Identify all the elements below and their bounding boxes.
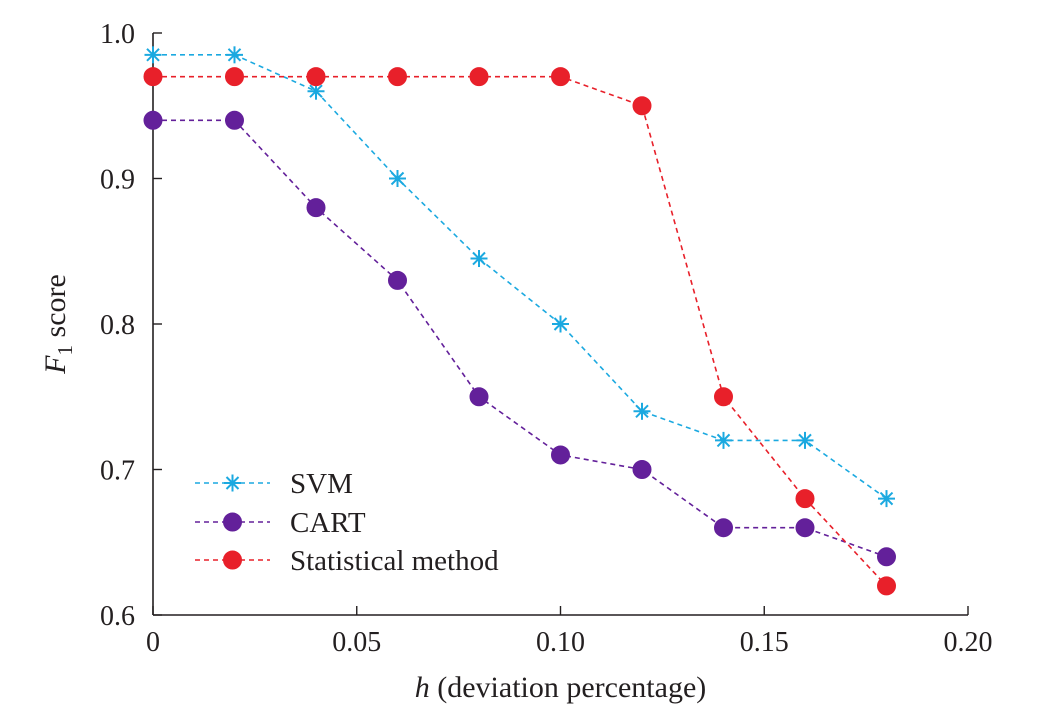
x-tick-label: 0.05	[332, 627, 381, 658]
data-point	[389, 170, 406, 187]
x-axis-title: h (deviation percentage)	[415, 671, 707, 704]
data-point	[714, 387, 733, 407]
y-axis-title: F1 score	[39, 274, 77, 375]
data-point	[469, 387, 489, 407]
data-point	[388, 270, 407, 290]
legend: SVM CART Statistical method	[195, 468, 499, 577]
data-point	[470, 250, 488, 268]
data-point	[795, 518, 815, 538]
legend-entry: SVM	[195, 468, 353, 500]
data-point	[632, 460, 652, 479]
y-tick-label: 0.8	[100, 310, 135, 341]
x-axis-variable: h	[415, 671, 430, 704]
legend-marker	[224, 474, 241, 492]
x-tick-label: 0.15	[740, 627, 789, 658]
data-point	[877, 576, 896, 596]
y-tick-label: 0.6	[100, 601, 135, 632]
data-point	[552, 315, 569, 333]
legend-label: SVM	[290, 468, 353, 500]
data-point	[715, 431, 732, 449]
y-tick-label: 0.9	[100, 165, 135, 196]
data-point	[714, 518, 733, 538]
data-point	[225, 67, 244, 87]
legend-marker	[223, 550, 242, 570]
data-point	[632, 96, 652, 116]
legend-label: CART	[290, 507, 366, 539]
y-tick-label: 1.0	[100, 19, 135, 50]
x-tick-label: 0	[146, 627, 160, 658]
y-axis-variable: F	[39, 355, 72, 375]
data-point	[306, 198, 326, 218]
legend-entry: CART	[195, 507, 366, 539]
data-point	[551, 67, 570, 87]
series-line	[153, 54, 887, 500]
series-layer	[143, 46, 896, 596]
legend-label: Statistical method	[290, 545, 499, 577]
y-axis-subscript: 1	[53, 345, 77, 356]
data-point	[796, 431, 814, 449]
data-point	[388, 67, 407, 87]
x-tick-label: 0.20	[944, 627, 993, 658]
data-point	[143, 110, 163, 130]
data-point	[551, 445, 570, 465]
x-tick-label: 0.10	[536, 627, 585, 658]
legend-marker	[223, 512, 242, 532]
data-point	[306, 67, 326, 87]
plot-axes: 0 0.05 0.10 0.15 0.20 0.6 0.7 0.8 0.9 1.0	[100, 19, 993, 658]
y-tick-label: 0.7	[100, 456, 135, 487]
data-point	[633, 402, 651, 420]
data-point	[225, 110, 244, 130]
data-point	[878, 490, 895, 508]
x-axis-title-rest: (deviation percentage)	[430, 671, 707, 704]
data-point	[144, 46, 162, 64]
series-line	[153, 75, 888, 587]
legend-entry: Statistical method	[195, 545, 499, 577]
data-point	[795, 489, 815, 509]
series-line	[153, 119, 887, 558]
series-statistical-method	[143, 67, 896, 596]
series-cart	[143, 110, 896, 567]
data-point	[469, 67, 489, 87]
data-point	[143, 67, 163, 87]
data-point	[226, 46, 243, 64]
series-svm	[144, 46, 895, 508]
data-point	[877, 547, 896, 567]
y-axis-title-rest: score	[39, 274, 72, 345]
